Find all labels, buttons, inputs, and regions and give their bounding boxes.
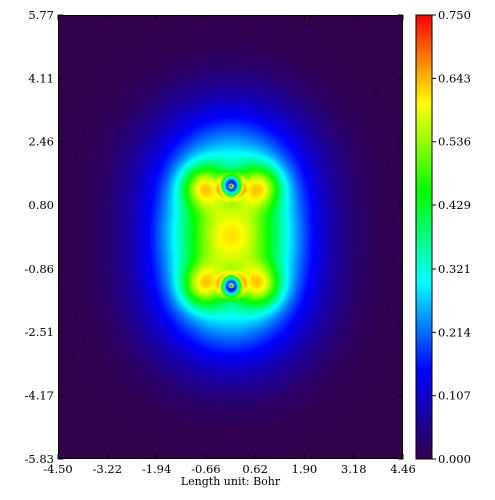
y-tick-label: -4.17 xyxy=(25,388,55,402)
x-tick-label: 1.90 xyxy=(292,462,318,476)
colorbar-tick-label: 0.214 xyxy=(438,325,471,339)
x-tick-label: 3.18 xyxy=(341,462,367,476)
x-tick-label: -4.50 xyxy=(43,462,73,476)
x-tick-label: 0.62 xyxy=(242,462,268,476)
x-tick-label: -1.94 xyxy=(142,462,172,476)
colorbar-tick-label: 0.000 xyxy=(438,452,471,466)
colorbar-tick-label: 0.429 xyxy=(438,198,471,212)
colorbar-tick-label: 0.321 xyxy=(438,262,471,276)
y-tick-label: 5.77 xyxy=(28,8,54,22)
y-tick-label: -2.51 xyxy=(25,325,55,339)
y-tick-label: -5.83 xyxy=(25,452,55,466)
x-tick-label: 4.46 xyxy=(390,462,416,476)
y-tick-label: -0.86 xyxy=(25,262,55,276)
heatmap-plot xyxy=(58,15,403,459)
colorbar-tick-label: 0.643 xyxy=(438,71,471,85)
y-tick-label: 2.46 xyxy=(28,135,54,149)
colorbar-tick-label: 0.536 xyxy=(438,135,471,149)
y-tick-label: 0.80 xyxy=(28,198,54,212)
y-tick-label: 4.11 xyxy=(28,72,54,86)
colorbar xyxy=(415,14,433,460)
x-axis-title: Length unit: Bohr xyxy=(181,475,281,488)
x-tick-label: -3.22 xyxy=(93,462,123,476)
colorbar-tick-label: 0.107 xyxy=(438,389,471,403)
plot-frame xyxy=(58,15,403,459)
colorbar-tick-label: 0.750 xyxy=(438,8,471,22)
x-tick-label: -0.66 xyxy=(191,462,221,476)
